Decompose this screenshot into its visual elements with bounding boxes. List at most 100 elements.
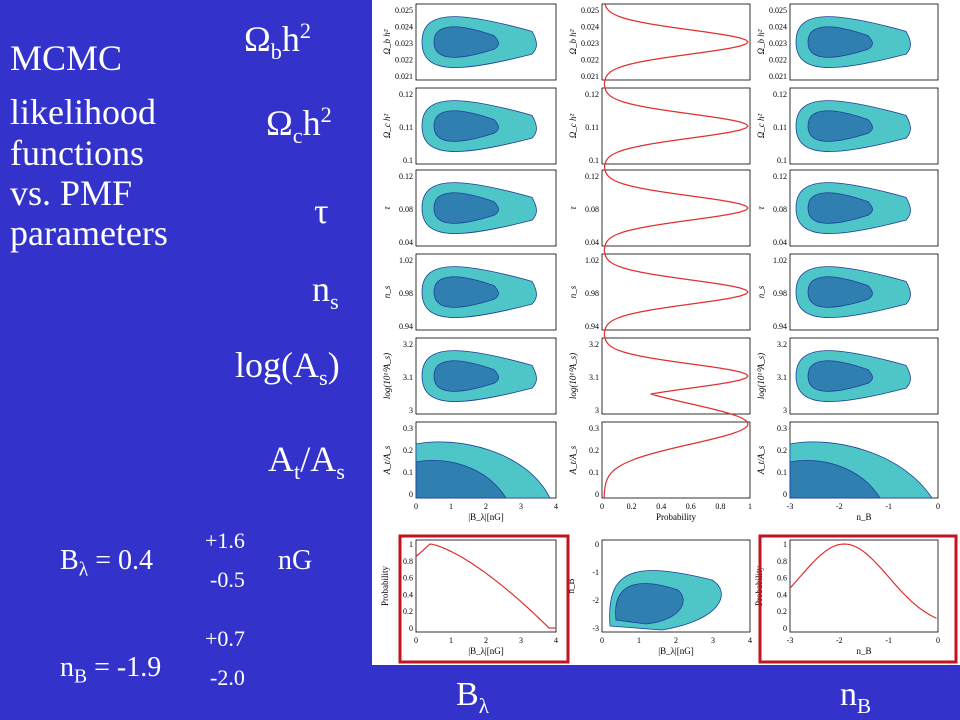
plot-frame <box>415 337 557 415</box>
y-tick-label: 3.1 <box>777 373 787 382</box>
y-tick-label: 1.02 <box>773 256 787 265</box>
y-tick-label: 1.02 <box>585 256 599 265</box>
y-axis-label: Ω_b h² <box>382 29 392 54</box>
y-axis-label: log(10¹⁰A_s) <box>568 353 578 399</box>
x-tick-label: 2 <box>674 636 678 645</box>
y-tick-label: 0.2 <box>777 607 787 616</box>
x-tick-label: 1 <box>637 636 641 645</box>
y-axis-label: τ <box>568 206 578 210</box>
y-tick-label: 3.2 <box>589 340 599 349</box>
y-tick-label: 0.12 <box>399 172 413 181</box>
x-tick-label: 0 <box>414 502 418 511</box>
y-tick-label: -2 <box>592 596 599 605</box>
y-tick-label: 0.12 <box>585 172 599 181</box>
x-axis-label: n_B <box>856 512 871 522</box>
probability-curve-blambda <box>415 543 556 629</box>
contour-inner <box>789 459 881 499</box>
title-line: vs. PMF <box>10 172 133 213</box>
title-line: MCMC <box>10 38 123 78</box>
y-tick-label: 0.3 <box>403 424 413 433</box>
mcmc-plot-grid: 0.025 0.024 0.023 0.022 0.021 Ω_b h² 0.025 0.02… <box>372 0 960 665</box>
y-axis-label: n_s <box>382 285 392 298</box>
y-tick-label: 0.2 <box>589 446 599 455</box>
y-tick-label: 3.1 <box>589 373 599 382</box>
y-tick-label: 3 <box>783 406 787 415</box>
param-label-omega-b: Ωbh2 <box>244 18 312 65</box>
y-tick-label: 0.1 <box>403 156 413 165</box>
plot-frame <box>601 337 751 415</box>
y-tick-label: 0.023 <box>769 39 787 48</box>
x-tick-label: 0 <box>936 636 940 645</box>
y-tick-label: 0.3 <box>589 424 599 433</box>
y-tick-label: 0.94 <box>585 322 599 331</box>
y-tick-label: 0.022 <box>395 56 413 65</box>
y-tick-label: 0.2 <box>403 607 413 616</box>
y-tick-label: 0.12 <box>773 90 787 99</box>
y-axis-label: Probability <box>380 566 390 606</box>
y-tick-label: 0.04 <box>585 238 599 247</box>
contour-inner <box>433 26 499 58</box>
y-axis-label: Ω_b h² <box>568 29 578 54</box>
y-tick-label: 0.6 <box>777 574 787 583</box>
title-line: likelihood <box>10 92 156 133</box>
plot-frame <box>601 421 751 499</box>
y-tick-label: 0 <box>409 624 413 633</box>
y-tick-label: -3 <box>592 624 599 633</box>
plot-frame <box>601 539 751 633</box>
y-tick-label: 0.023 <box>395 39 413 48</box>
param-label-omega-c: Ωch2 <box>266 102 332 149</box>
y-tick-label: 0.022 <box>769 56 787 65</box>
result-blambda-minus: -0.5 <box>210 567 245 592</box>
y-axis-label: Ω_b h² <box>756 29 766 54</box>
x-tick-label: 1 <box>449 502 453 511</box>
result-nb-plus: +0.7 <box>205 626 245 651</box>
contour-inner <box>807 26 873 58</box>
y-tick-label: 1 <box>783 540 787 549</box>
x-tick-label: 0.4 <box>656 502 666 511</box>
result-nb-minus: -2.0 <box>210 665 245 690</box>
y-tick-label: 0.6 <box>403 574 413 583</box>
y-tick-label: 0.3 <box>777 424 787 433</box>
y-tick-label: 0.024 <box>581 23 599 32</box>
x-tick-label: 0 <box>600 636 604 645</box>
x-tick-label: -3 <box>787 636 794 645</box>
y-tick-label: 1 <box>409 540 413 549</box>
y-tick-label: 1.02 <box>399 256 413 265</box>
y-tick-label: 0.021 <box>581 72 599 81</box>
y-axis-label: log(10¹⁰A_s) <box>382 353 392 399</box>
x-tick-label: 3 <box>519 502 523 511</box>
y-tick-label: 0.94 <box>773 322 787 331</box>
y-tick-label: 0.08 <box>399 205 413 214</box>
y-tick-label: 0.2 <box>403 446 413 455</box>
contour-inner <box>807 360 873 392</box>
plot-frame <box>601 87 751 165</box>
contour-inner <box>807 192 873 224</box>
result-blambda-unit: nG <box>278 545 313 576</box>
y-tick-label: 0 <box>595 540 599 549</box>
y-tick-label: 0.98 <box>399 289 413 298</box>
y-axis-label: Ω_c h² <box>568 113 578 138</box>
x-tick-label: 1 <box>748 502 752 511</box>
bottom-label-nb: nB <box>840 676 872 718</box>
x-axis-label: Probability <box>656 512 696 522</box>
y-tick-label: 3.2 <box>403 340 413 349</box>
y-tick-label: 0.2 <box>777 446 787 455</box>
y-tick-label: 0.94 <box>399 322 413 331</box>
plot-frame <box>789 253 939 331</box>
y-axis-label: τ <box>382 206 392 210</box>
x-tick-label: -2 <box>836 636 843 645</box>
y-tick-label: 0.021 <box>769 72 787 81</box>
y-axis-label: Ω_c h² <box>756 113 766 138</box>
x-tick-label: 3 <box>711 636 715 645</box>
x-tick-label: 0 <box>414 636 418 645</box>
title-line: parameters <box>10 213 168 254</box>
y-tick-label: 3 <box>595 406 599 415</box>
y-tick-label: 0.4 <box>403 590 413 599</box>
y-tick-label: 0.08 <box>773 205 787 214</box>
y-axis-label: n_B <box>566 578 576 593</box>
y-tick-label: -1 <box>592 568 599 577</box>
x-tick-label: -1 <box>885 502 892 511</box>
x-axis-label: n_B <box>856 646 871 656</box>
y-axis-label: A_t/A_s <box>382 445 392 475</box>
contour-inner <box>807 110 873 142</box>
